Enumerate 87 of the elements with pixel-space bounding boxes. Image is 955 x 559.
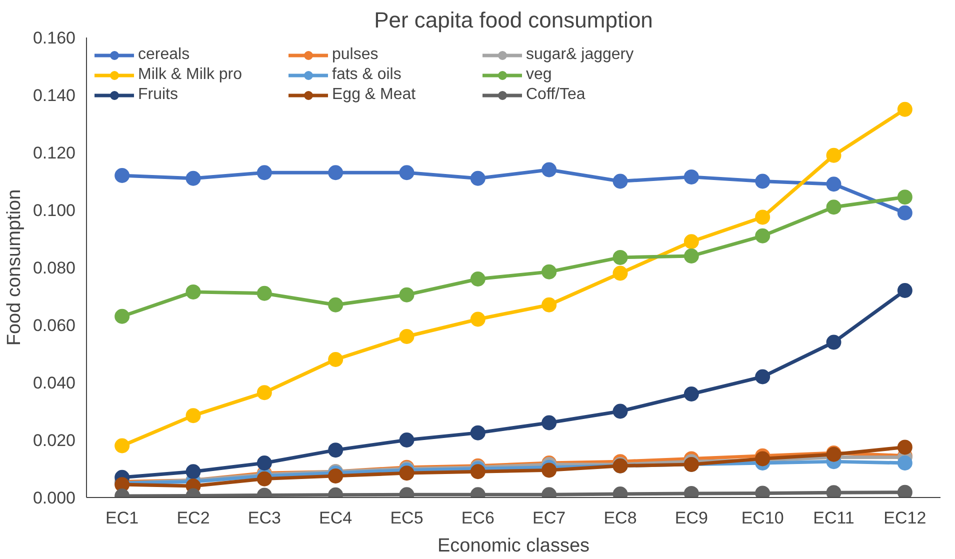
point (612, 404, 628, 419)
point (256, 456, 272, 470)
y-tick-label: 0.020 (32, 431, 76, 450)
y-tick-label: 0.120 (32, 144, 76, 162)
point (897, 484, 912, 498)
x-tick-label: EC12 (884, 508, 926, 528)
point (114, 168, 130, 183)
point (399, 287, 414, 302)
point (684, 169, 699, 184)
point (399, 466, 414, 481)
point (470, 464, 486, 480)
legend-label: Egg & Meat (332, 86, 417, 104)
x-tick-label: EC10 (741, 508, 784, 528)
y-tick-label: 0.160 (32, 28, 76, 48)
point (897, 440, 912, 455)
point (826, 176, 842, 192)
point (186, 284, 201, 300)
point (755, 210, 770, 225)
point (186, 170, 201, 186)
x-tick-label: EC11 (813, 508, 854, 528)
point (470, 425, 486, 440)
x-tick-label: EC6 (461, 508, 494, 528)
point (897, 190, 912, 205)
x-tick-label: EC9 (674, 508, 708, 528)
point (542, 297, 557, 312)
point (897, 456, 912, 470)
y-tick-label: 0.040 (32, 374, 76, 392)
x-axis-title: Economic classes (437, 536, 590, 556)
x-tick-label: EC1 (106, 508, 139, 528)
point (399, 329, 414, 344)
legend-label: cereals (138, 46, 191, 64)
point (256, 165, 272, 180)
point (826, 148, 842, 163)
point (826, 200, 842, 215)
point (542, 462, 557, 478)
point (256, 385, 272, 400)
legend-label: Milk & Milk pro (138, 66, 244, 84)
legend-label: Coff/Tea (526, 86, 586, 104)
point (755, 228, 770, 244)
chart-title: Per capita food consumption (374, 8, 653, 32)
point (684, 386, 699, 402)
point (256, 471, 272, 486)
legend-label: Fruits (138, 86, 179, 104)
point (612, 250, 628, 265)
point (470, 312, 486, 327)
y-tick-label: 0.060 (32, 316, 76, 335)
legend-label: pulses (332, 46, 380, 64)
point (612, 266, 628, 281)
legend-label: veg (526, 66, 553, 84)
point (256, 286, 272, 301)
point (897, 102, 912, 117)
x-tick-label: EC2 (176, 508, 210, 528)
y-axis-title: Food consumption (4, 189, 25, 346)
point (684, 248, 699, 264)
point (186, 464, 201, 480)
y-tick-label: 0.000 (32, 488, 76, 508)
point (826, 334, 842, 350)
legend-label: fats & oils (332, 66, 402, 84)
point (470, 272, 486, 286)
y-tick-label: 0.140 (32, 86, 76, 105)
point (399, 165, 414, 180)
point (755, 369, 770, 384)
point (470, 170, 486, 186)
point (542, 264, 557, 280)
point (755, 174, 770, 189)
x-tick-label: EC7 (532, 508, 566, 528)
point (328, 165, 344, 180)
point (114, 308, 130, 324)
x-tick-label: EC5 (390, 508, 424, 528)
point (114, 438, 130, 454)
point (684, 234, 699, 250)
point (328, 297, 344, 312)
x-tick-label: EC4 (319, 508, 352, 528)
x-tick-label: EC8 (604, 508, 637, 528)
y-tick-label: 0.080 (32, 258, 76, 278)
point (542, 415, 557, 430)
point (186, 408, 201, 424)
point (542, 162, 557, 178)
y-tick-label: 0.100 (32, 201, 76, 220)
point (328, 352, 344, 367)
point (399, 432, 414, 448)
point (897, 205, 912, 220)
point (328, 442, 344, 458)
point (897, 283, 912, 298)
legend-label: sugar& jaggery (526, 46, 635, 64)
point (612, 174, 628, 189)
x-tick-label: EC3 (248, 508, 281, 528)
